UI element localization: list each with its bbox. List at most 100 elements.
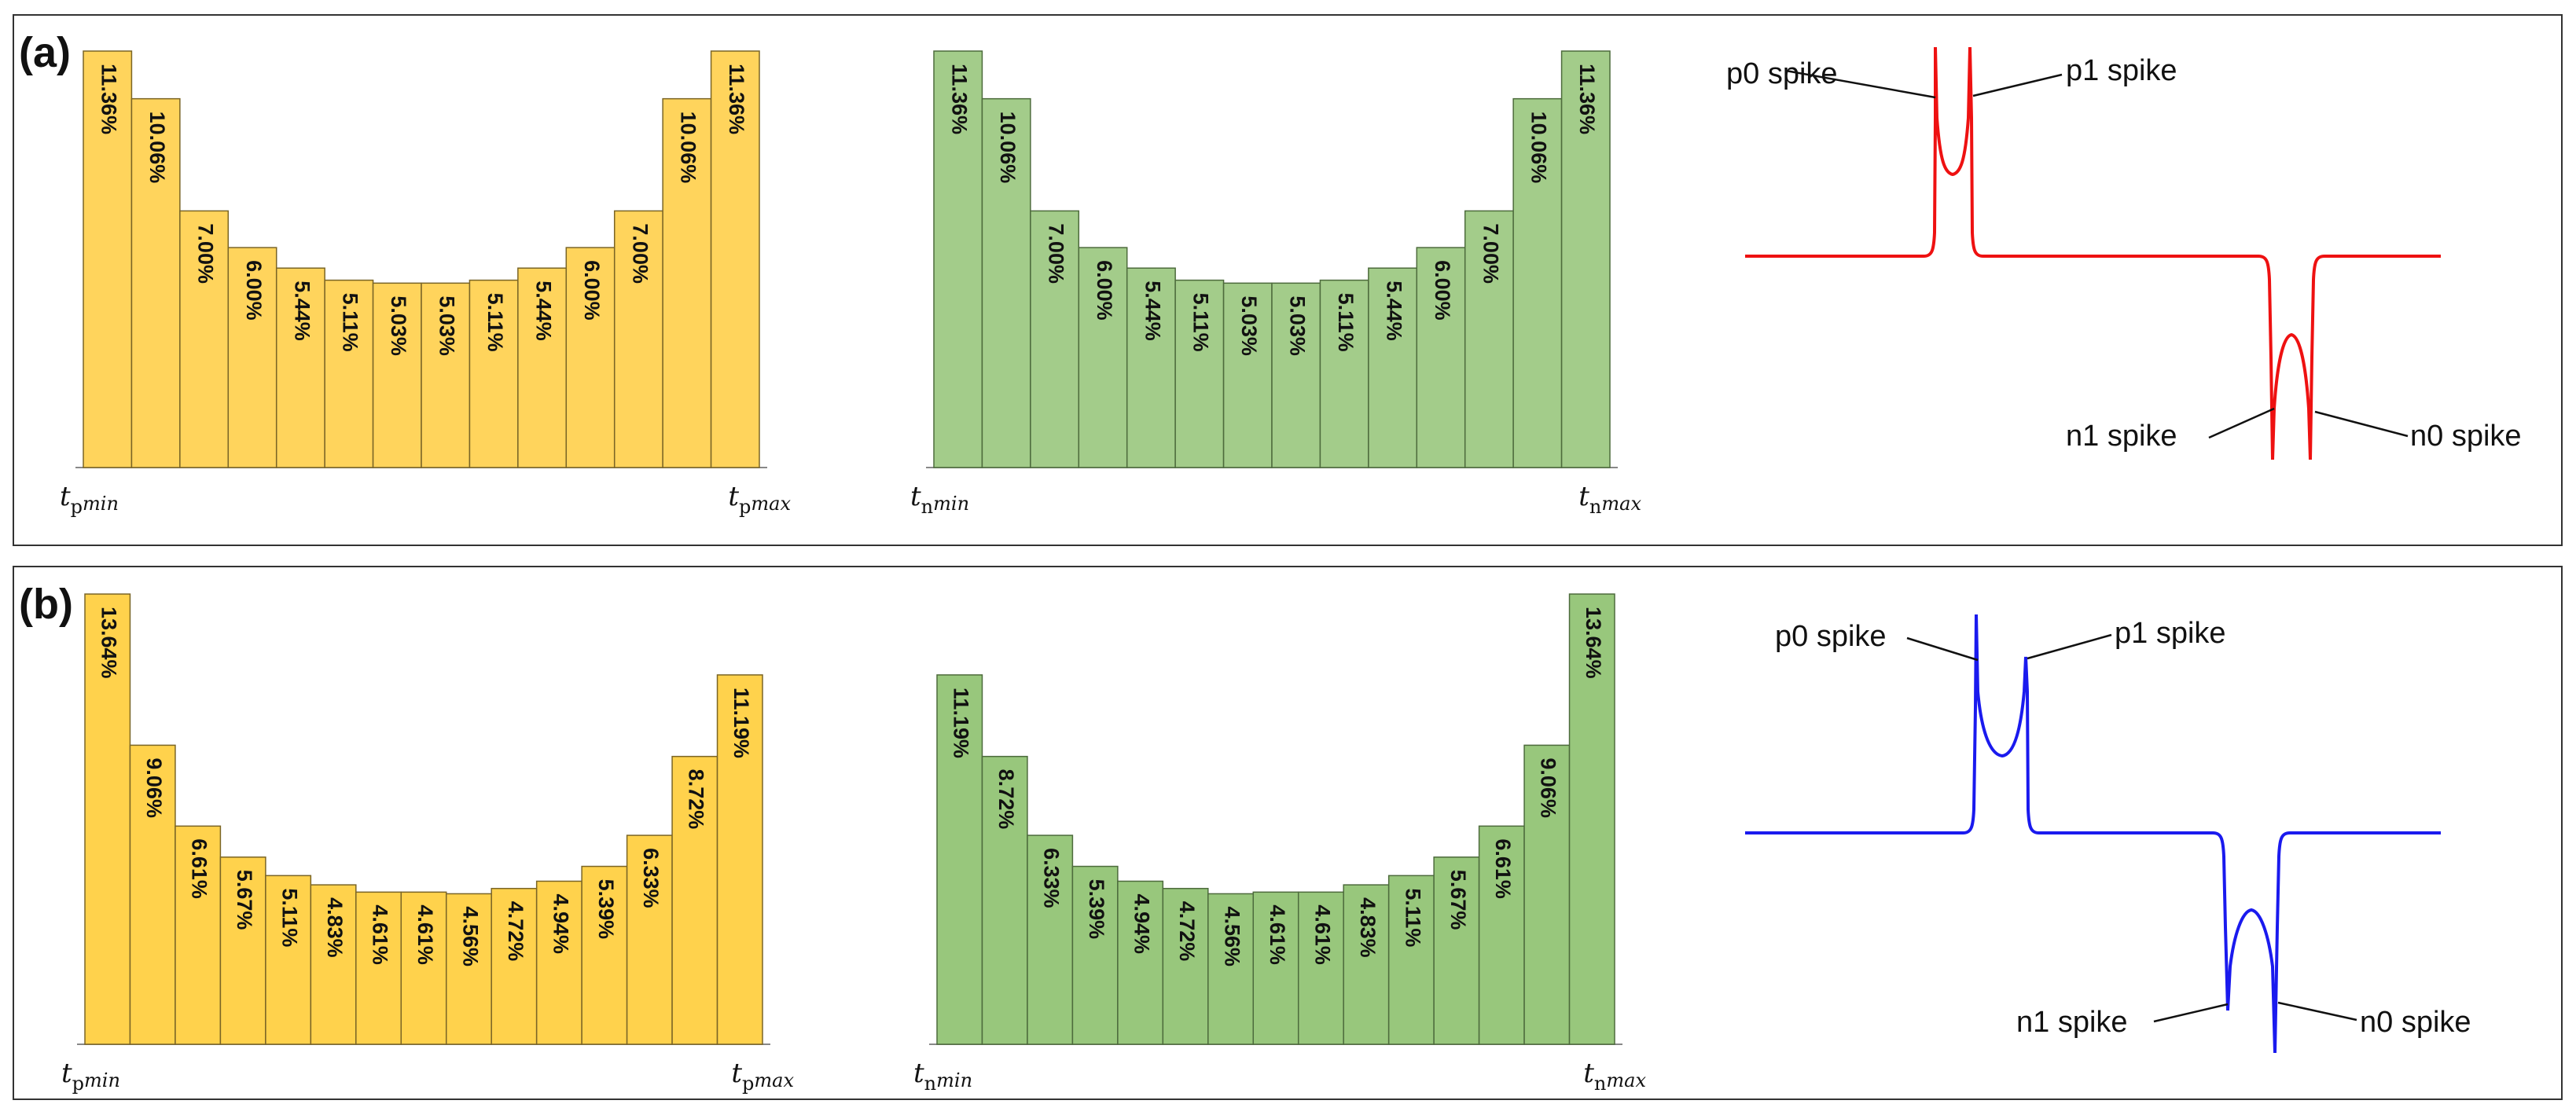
histogram-bar [310,884,357,1045]
histogram-bar [1271,282,1321,468]
panel-a: (a) [13,14,2563,546]
bar-value-label: 6.00% [1093,260,1116,321]
bar-value-label: 11.36% [1575,64,1599,134]
bar-value-label: 4.94% [1130,893,1153,954]
histogram-bar [662,97,712,468]
bar-value-label: 4.72% [1175,901,1199,962]
bar-value-label: 5.44% [1141,281,1164,341]
histogram-bar [469,279,519,468]
histogram-bar [1512,97,1563,468]
bar-value-label: 6.61% [1491,838,1515,899]
histogram-bar [1162,887,1209,1045]
histogram-bar [671,755,718,1045]
histogram-bar [565,247,616,468]
histogram-bar [933,50,983,468]
histogram-bar [1174,279,1225,468]
histogram-bar [372,282,422,468]
x-tick-min: tpmin [61,1058,120,1095]
p0-leader-line [1906,636,1979,662]
bar-value-label: 9.06% [1537,757,1560,818]
p0-leader-line [1785,69,1936,99]
bar-value-label: 5.11% [1401,888,1424,947]
bar-value-label: 6.33% [1040,848,1064,908]
bar-value-label: 5.67% [1446,870,1470,930]
histogram-bar [1416,247,1466,468]
bar-value-label: 11.36% [725,64,748,134]
bar-value-label: 8.72% [994,769,1018,830]
bar-value-label: 6.00% [580,260,604,321]
x-tick-max: tpmax [731,1058,794,1095]
bar-value-label: 4.61% [368,904,391,965]
x-tick-max: tnmax [1578,481,1641,518]
histogram-bar [324,279,374,468]
histogram-bar [626,834,673,1045]
bar-value-label: 5.44% [1382,281,1406,341]
x-tick-max: tnmax [1583,1058,1646,1095]
bar-value-label: 13.64% [1582,607,1605,679]
bar-value-label: 6.00% [1431,260,1454,321]
bar-value-label: 5.67% [233,870,256,930]
p1-spike-label: p1 spike [2066,54,2177,87]
histogram-bar [1368,267,1418,468]
histogram-bar [1319,279,1369,468]
bar-value-label: 4.94% [549,893,572,954]
histogram-bar [130,97,181,468]
bar-value-label: 9.06% [142,757,166,818]
histogram-bar [400,891,447,1045]
bar-value-label: 6.00% [242,260,266,321]
bar-value-label: 4.61% [1266,904,1289,965]
p0-spike-label: p0 spike [1726,57,1838,90]
bar-value-label: 5.44% [290,281,314,341]
x-tick-max: tpmax [728,481,791,518]
histogram-bar [981,755,1028,1045]
bar-value-label: 5.39% [594,879,618,940]
bar-value-label: 4.56% [1220,906,1244,966]
bar-value-label: 4.83% [1356,897,1380,958]
bar-value-label: 5.03% [435,295,459,356]
bar-value-label: 5.03% [1286,295,1310,356]
bar-value-label: 5.44% [531,281,555,341]
histogram-bar [1222,282,1273,468]
bar-value-label: 4.72% [504,901,527,962]
histogram-bar [1343,884,1390,1045]
p1-leader-line [1972,73,2063,97]
bar-value-label: 10.06% [996,112,1020,184]
n0-spike-label: n0 spike [2360,1006,2471,1039]
n0-leader-line [2314,410,2409,438]
histogram-bar [1523,744,1571,1045]
histogram-bar [1027,834,1074,1045]
panel-label: (b) [19,581,73,628]
bar-value-label: 4.61% [1310,904,1334,965]
histogram-bar [219,856,266,1045]
histogram-bar [1078,247,1128,468]
bar-value-label: 5.11% [339,293,362,352]
x-tick-min: tnmin [910,481,969,518]
histogram-bar [710,50,760,468]
histogram-bar [421,282,471,468]
histogram-bar [275,267,325,468]
histogram-bar [716,674,763,1045]
bar-value-label: 5.11% [277,888,301,947]
histogram-bar [175,825,222,1045]
spike-trace-line [1745,614,2441,1054]
bar-value-label: 5.39% [1085,879,1108,940]
histogram-bar [1071,865,1119,1045]
n1-leader-line [2208,407,2275,439]
bar-value-label: 10.06% [677,112,700,184]
histogram-bar [179,210,230,468]
p1-leader-line [2027,633,2112,660]
bar-value-label: 7.00% [193,223,217,284]
histogram-bar [613,210,663,468]
x-tick-min: tnmin [913,1058,972,1095]
bar-value-label: 6.61% [188,838,211,899]
n0-spike-label: n0 spike [2410,420,2522,453]
histogram-bar [1568,593,1615,1045]
p0-spike-label: p0 spike [1775,620,1887,653]
bar-value-label: 4.61% [413,904,437,965]
bar-value-label: 4.56% [458,906,482,966]
panel-b: (b) [13,566,2563,1100]
bar-value-label: 10.06% [1527,112,1551,184]
